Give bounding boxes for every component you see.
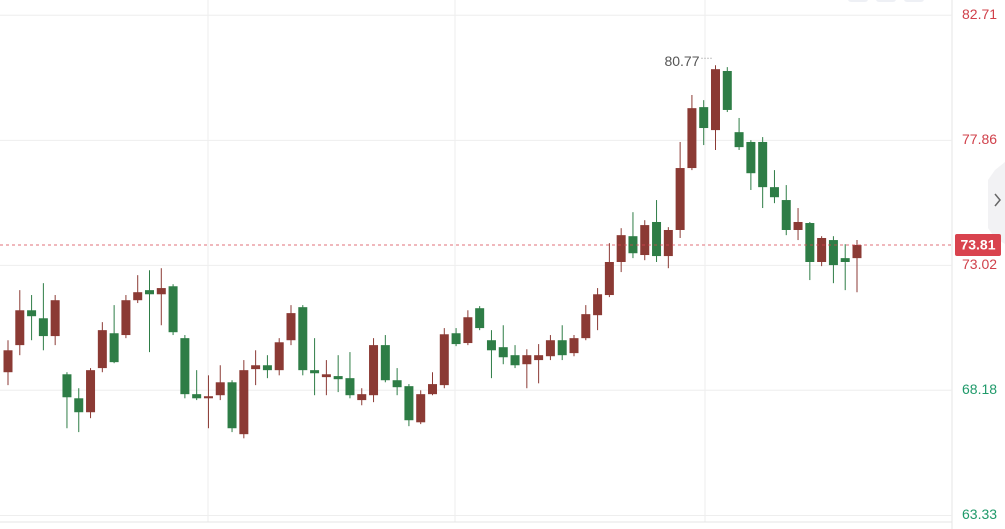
candle-body xyxy=(534,355,544,361)
candle-body xyxy=(451,333,461,345)
y-tick-label: 73.02 xyxy=(962,256,997,272)
candle-body xyxy=(97,330,107,369)
candle-body xyxy=(498,347,508,358)
candle-body xyxy=(699,107,709,129)
candle-body xyxy=(86,370,96,413)
candle-body xyxy=(758,141,768,188)
candle-body xyxy=(286,313,296,341)
candle-body xyxy=(262,365,272,371)
candle-body xyxy=(227,382,237,429)
candle-body xyxy=(687,108,697,169)
y-tick-label: 77.86 xyxy=(962,131,997,147)
candle-body xyxy=(38,318,48,337)
candle-body xyxy=(711,69,720,131)
candle-body xyxy=(180,338,190,395)
candle-body xyxy=(109,333,119,363)
candle-body xyxy=(333,376,343,380)
panel-toggle[interactable] xyxy=(988,162,1005,244)
candle-body xyxy=(439,334,449,386)
candle-body xyxy=(145,290,154,295)
candle-body xyxy=(156,288,166,295)
candle-body xyxy=(769,187,779,198)
candle-body xyxy=(50,300,60,337)
candle-body xyxy=(121,300,131,336)
candle-body xyxy=(404,386,414,421)
candle-body xyxy=(74,398,84,413)
candle-body xyxy=(722,70,732,110)
toolbar-button[interactable] xyxy=(876,0,896,2)
candle-body xyxy=(652,221,662,257)
max-annotation: 80.77 xyxy=(664,53,699,69)
candle-body xyxy=(3,350,13,373)
candle-body xyxy=(828,240,838,266)
toolbar-button[interactable] xyxy=(848,0,868,2)
last-price-label: 73.81 xyxy=(960,237,995,253)
candle-body xyxy=(663,229,673,257)
candle-body xyxy=(62,374,72,398)
candle-body xyxy=(486,340,496,351)
candle-body xyxy=(310,370,320,374)
candle-body xyxy=(27,310,37,317)
candle-body xyxy=(428,384,437,395)
candle-body xyxy=(380,345,390,381)
candle-body xyxy=(817,237,827,262)
candle-body xyxy=(569,338,579,354)
candle-body xyxy=(392,380,402,388)
candle-body xyxy=(321,374,331,378)
candle-body xyxy=(168,286,178,333)
candle-body xyxy=(416,394,426,423)
candle-body xyxy=(475,308,485,329)
chevron-icon xyxy=(994,193,1001,207)
candle-body xyxy=(345,378,355,396)
candle-body xyxy=(298,307,308,371)
candle-body xyxy=(133,292,143,301)
candle-body xyxy=(463,317,473,344)
candle-body xyxy=(274,342,284,371)
candle-body xyxy=(251,365,261,370)
candle-body xyxy=(369,345,379,396)
candle-body xyxy=(239,370,249,435)
candle-body xyxy=(734,132,744,148)
candle-body xyxy=(593,294,603,316)
candle-body xyxy=(793,221,803,230)
candle-body xyxy=(852,244,862,259)
last-price-tag xyxy=(955,233,1001,256)
candle-body xyxy=(581,314,591,339)
candle-body xyxy=(510,355,520,366)
candle-body xyxy=(203,396,213,399)
candle-body xyxy=(215,382,225,396)
candle-body xyxy=(557,340,567,356)
toolbar-button[interactable] xyxy=(904,0,924,2)
candle-body xyxy=(192,394,202,399)
candle-body xyxy=(616,235,626,262)
y-tick-label: 68.18 xyxy=(962,381,997,397)
candle-body xyxy=(15,310,25,346)
candle-body xyxy=(840,258,850,262)
candle-body xyxy=(640,225,650,256)
candle-body xyxy=(805,223,815,262)
candle-body xyxy=(604,262,614,296)
candle-body xyxy=(781,200,791,230)
y-tick-label: 82.71 xyxy=(962,6,997,22)
candle-body xyxy=(522,355,532,365)
candle-body xyxy=(675,168,685,230)
candle-body xyxy=(746,141,756,174)
candle-body xyxy=(357,394,367,401)
candle-body xyxy=(545,340,555,357)
y-tick-label: 63.33 xyxy=(962,506,997,522)
